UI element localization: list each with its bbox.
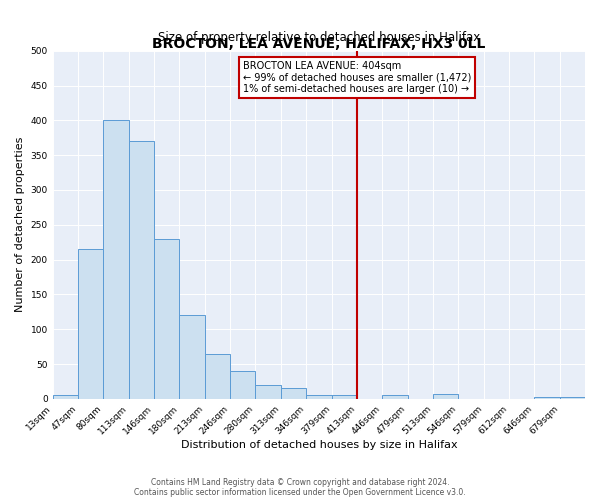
Bar (78, 249, 103, 399)
Bar (560, 397, 585, 399)
Bar (332, 396, 357, 399)
Bar (382, 396, 407, 399)
Text: BROCTON LEA AVENUE: 404sqm
← 99% of detached houses are smaller (1,472)
1% of se: BROCTON LEA AVENUE: 404sqm ← 99% of deta… (243, 61, 471, 94)
Text: Size of property relative to detached houses in Halifax: Size of property relative to detached ho… (158, 30, 480, 44)
Bar (433, 394, 458, 399)
Bar (103, 120, 129, 399)
X-axis label: Distribution of detached houses by size in Halifax: Distribution of detached houses by size … (181, 440, 457, 450)
Bar (230, 371, 256, 399)
Bar (306, 396, 332, 399)
Bar (205, 354, 230, 399)
Bar (256, 385, 281, 399)
Bar (179, 316, 205, 399)
Bar (154, 238, 179, 399)
Y-axis label: Number of detached properties: Number of detached properties (15, 137, 25, 312)
Bar (535, 397, 560, 399)
Bar (129, 141, 154, 399)
Title: BROCTON, LEA AVENUE, HALIFAX, HX3 0LL: BROCTON, LEA AVENUE, HALIFAX, HX3 0LL (152, 36, 485, 51)
Text: Contains HM Land Registry data © Crown copyright and database right 2024.
Contai: Contains HM Land Registry data © Crown c… (134, 478, 466, 497)
Bar (281, 388, 306, 399)
Bar (53, 396, 78, 399)
